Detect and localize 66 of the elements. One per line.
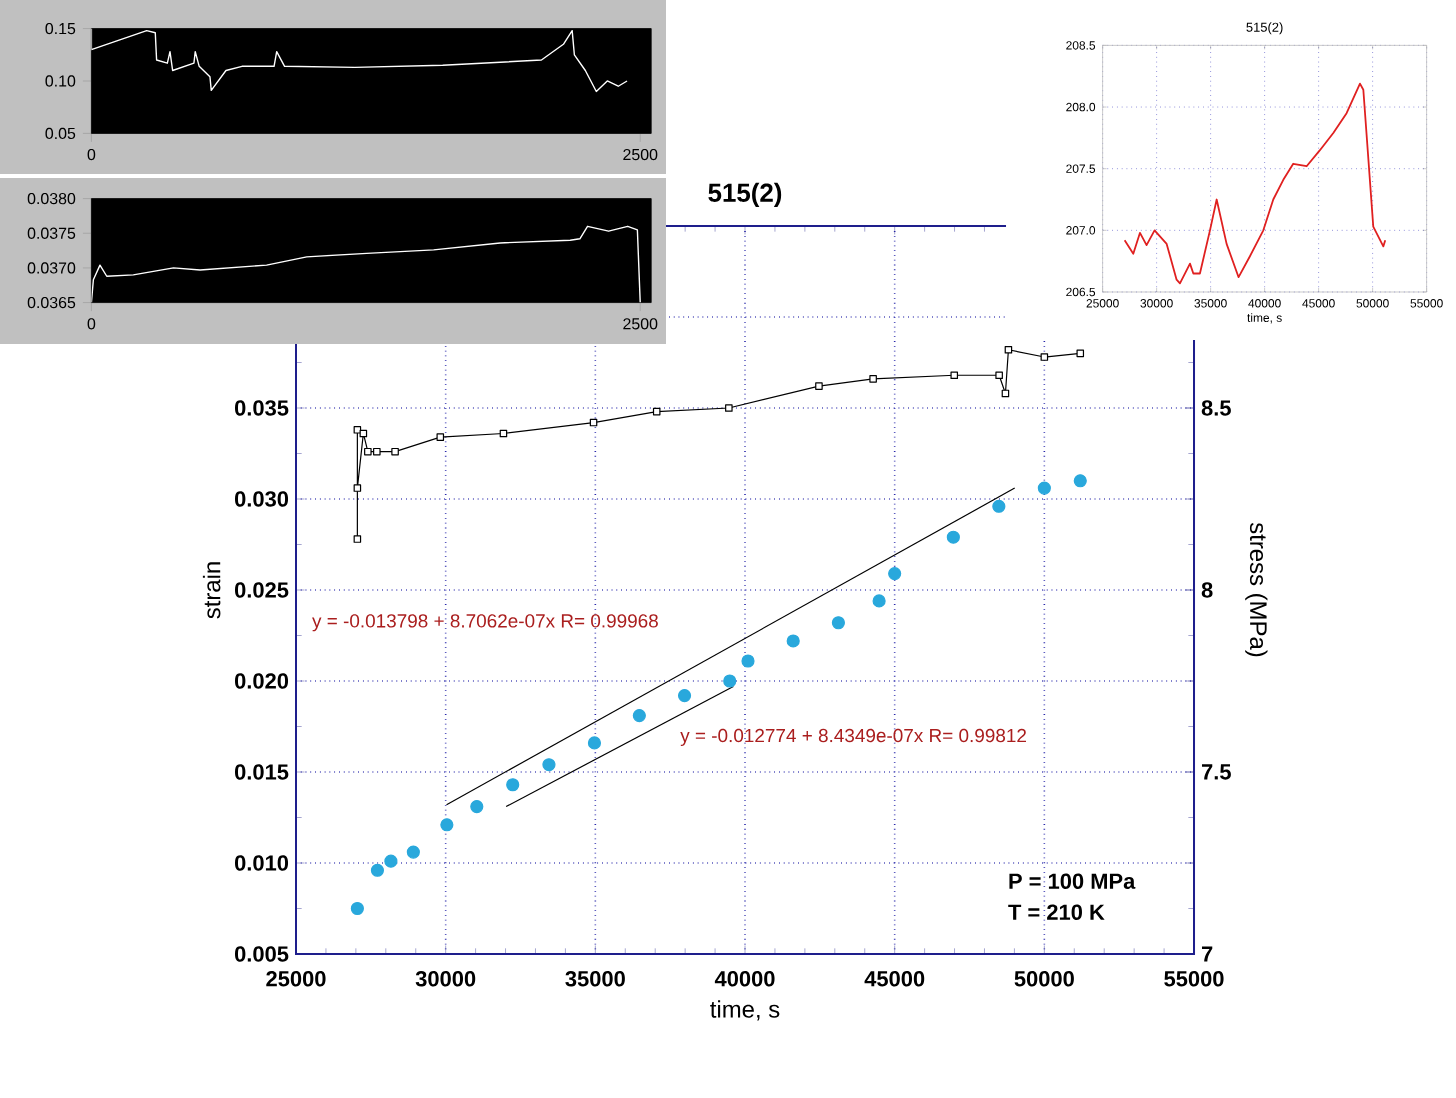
annotation: y = -0.013798 + 8.7062e-07x R= 0.99968 <box>312 614 658 632</box>
point <box>470 800 484 814</box>
point <box>786 634 800 648</box>
point <box>542 758 556 772</box>
point <box>1076 349 1085 358</box>
point <box>946 530 960 544</box>
point <box>831 616 845 630</box>
point <box>391 447 399 456</box>
y-tick-label: 0.005 <box>234 946 289 962</box>
y-tick-label: 0.020 <box>234 673 289 689</box>
point <box>506 778 520 792</box>
point <box>353 484 362 492</box>
point <box>436 433 445 441</box>
line-series <box>1123 82 1387 285</box>
point <box>632 709 646 723</box>
annotation: y = -0.012774 + 8.4349e-07x R= 0.99812 <box>680 728 1026 746</box>
point <box>677 688 692 703</box>
y-tick-label: 0.035 <box>234 400 289 416</box>
x-tick-label: 25000 <box>266 971 326 987</box>
y2-tick-label: 7 <box>1201 946 1213 962</box>
point <box>1004 345 1013 354</box>
point <box>741 654 755 668</box>
point <box>995 371 1003 380</box>
y-tick-label: 0.025 <box>234 582 289 598</box>
y-tick-label: 0.030 <box>234 491 289 507</box>
point <box>373 447 381 456</box>
point <box>350 901 364 916</box>
point <box>587 736 602 750</box>
y-axis-title: strain <box>202 562 221 619</box>
point <box>723 674 737 688</box>
point <box>869 375 877 383</box>
chart-title: 515(2) <box>708 182 782 207</box>
point <box>353 426 362 434</box>
point <box>725 404 733 412</box>
y-tick-label: 0.010 <box>234 855 289 871</box>
point <box>384 854 398 868</box>
x-axis-title: time, s <box>710 1000 780 1021</box>
x-tick-label: 35000 <box>565 971 625 987</box>
annotation: T = 210 K <box>1008 904 1105 920</box>
x-tick-label: 40000 <box>714 971 775 987</box>
point <box>815 382 823 390</box>
point <box>353 535 362 543</box>
point <box>370 863 384 877</box>
point <box>364 447 372 456</box>
y2-tick-label: 7.5 <box>1201 764 1231 780</box>
point <box>440 818 454 832</box>
x-tick-label: 45000 <box>864 971 925 987</box>
y-tick-label: 0.015 <box>234 764 289 780</box>
point <box>872 594 886 608</box>
line-series <box>91 28 628 93</box>
x-tick-label: 55000 <box>1164 971 1224 987</box>
point <box>1040 353 1049 361</box>
line-series <box>91 225 641 303</box>
annotation: P = 100 MPa <box>1009 873 1136 889</box>
point <box>406 845 420 859</box>
y2-axis-title: stress (MPa) <box>1245 522 1268 657</box>
x-tick-label: 30000 <box>415 971 476 987</box>
point <box>950 371 959 380</box>
point <box>1073 474 1087 488</box>
point <box>992 499 1006 513</box>
x-tick-label: 50000 <box>1014 971 1074 987</box>
point <box>652 407 661 416</box>
point <box>1037 481 1051 495</box>
y2-tick-label: 8.5 <box>1201 400 1231 416</box>
point <box>888 567 902 581</box>
y2-tick-label: 8 <box>1201 582 1213 598</box>
